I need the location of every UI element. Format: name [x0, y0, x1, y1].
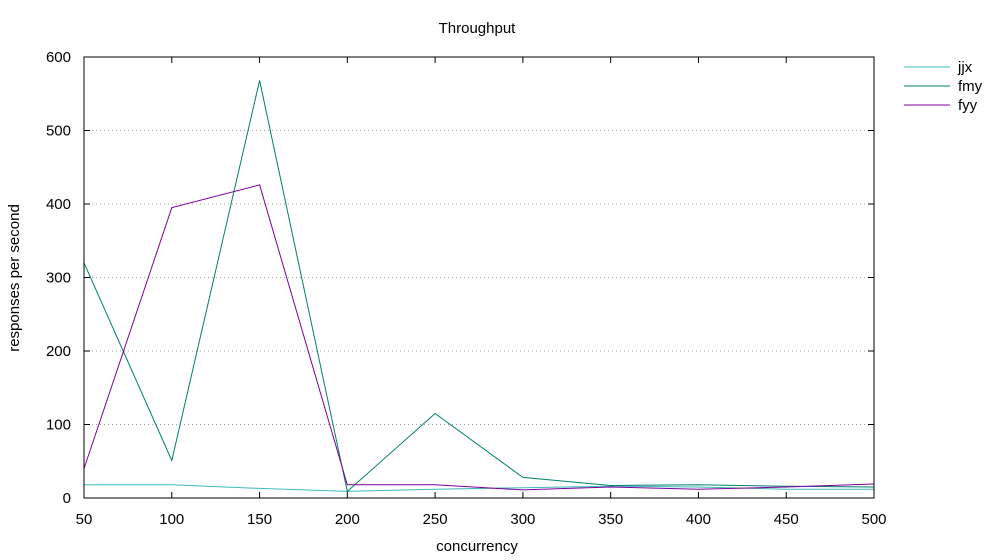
legend: jjx fmy fyy	[904, 59, 983, 114]
x-tick-label: 200	[335, 511, 360, 528]
legend-label-fyy: fyy	[958, 97, 978, 114]
x-tick-label: 350	[598, 511, 623, 528]
legend-label-jjx: jjx	[957, 59, 973, 76]
series-line-fmy	[83, 80, 875, 493]
y-tick-label: 200	[46, 343, 71, 360]
y-tick-label: 100	[46, 417, 71, 434]
chart-title: Throughput	[439, 20, 517, 37]
y-tick-label: 400	[46, 196, 71, 213]
series-lines	[83, 80, 875, 493]
plot-frame	[83, 56, 875, 499]
y-axis-title: responses per second	[6, 204, 23, 352]
y-tick-label: 500	[46, 123, 71, 140]
y-tick-label: 300	[46, 270, 71, 287]
x-tick-label: 150	[247, 511, 272, 528]
series-line-fyy	[83, 184, 875, 491]
grid-lines	[84, 130, 874, 425]
x-axis-title: concurrency	[436, 538, 518, 555]
x-tick-label: 400	[686, 511, 711, 528]
y-tick-label: 600	[46, 49, 71, 66]
x-tick-label: 50	[76, 511, 93, 528]
y-tick-label: 0	[63, 490, 71, 507]
x-tick-label: 300	[510, 511, 535, 528]
x-tick-label: 450	[774, 511, 799, 528]
x-tick-label: 100	[159, 511, 184, 528]
x-axis-ticks: 50 100 150 200 250 300 350 400 450 500	[76, 57, 887, 528]
x-tick-label: 250	[423, 511, 448, 528]
x-tick-label: 500	[861, 511, 886, 528]
legend-label-fmy: fmy	[958, 78, 983, 95]
y-axis-ticks: 0 100 200 300 400 500 600	[46, 49, 874, 507]
